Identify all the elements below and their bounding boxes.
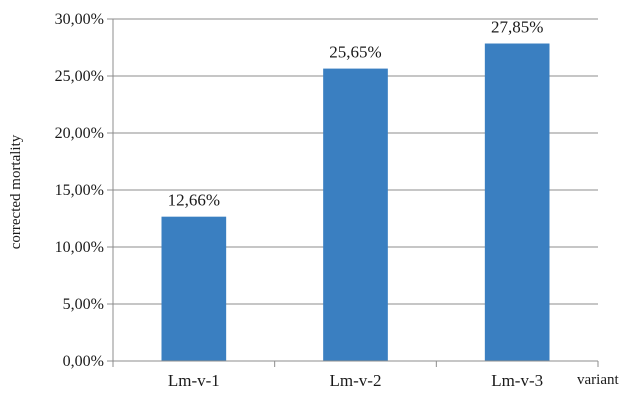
y-axis-label: corrected mortality <box>8 134 24 249</box>
x-tick-label: Lm-v-2 <box>330 371 382 390</box>
data-label: 12,66% <box>168 191 220 210</box>
y-tick-labels: 0,00% 5,00% 10,00% 15,00% 20,00% 25,00% 30,00% <box>55 11 104 370</box>
y-tick-label: 15,00% <box>55 182 104 199</box>
y-tick-label: 10,00% <box>55 239 104 256</box>
y-tick-label: 30,00% <box>55 11 104 28</box>
bars <box>161 43 550 361</box>
y-tick-label: 5,00% <box>63 296 104 313</box>
data-labels: 12,66% 25,65% 27,85% <box>168 18 544 210</box>
bar <box>161 216 227 361</box>
x-axis-label: variant <box>577 372 619 388</box>
y-tick-label: 0,00% <box>63 353 104 370</box>
data-label: 27,85% <box>491 18 543 37</box>
y-tick-label: 25,00% <box>55 68 104 85</box>
x-tick-label: Lm-v-3 <box>491 371 543 390</box>
y-tick-label: 20,00% <box>55 125 104 142</box>
x-tick-label: Lm-v-1 <box>168 371 220 390</box>
bar <box>484 43 550 361</box>
bar <box>323 68 388 361</box>
x-tick-labels: Lm-v-1 Lm-v-2 Lm-v-3 <box>112 361 599 390</box>
data-label: 25,65% <box>329 43 381 62</box>
